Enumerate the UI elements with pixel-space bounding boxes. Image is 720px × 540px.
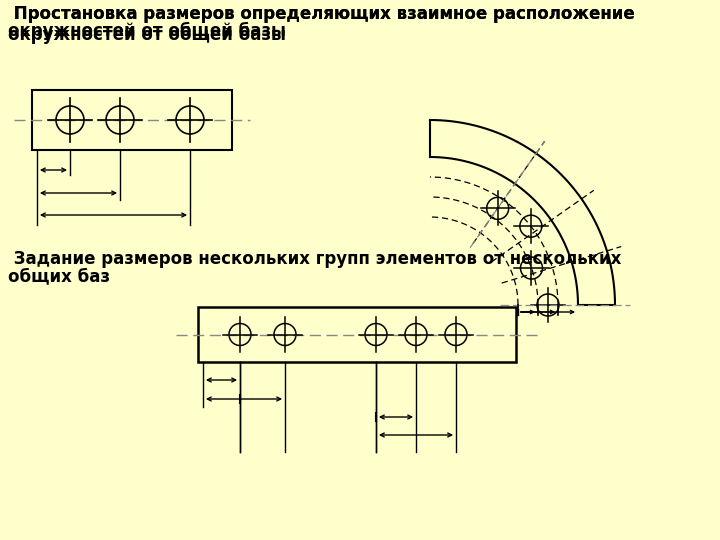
Bar [32, 90, 232, 150]
Text: Задание размеров нескольких групп элементов от нескольких: Задание размеров нескольких групп элемен… [8, 250, 621, 268]
Text: окружностей от общей базы: окружностей от общей базы [8, 22, 286, 40]
Text: Простановка размеров определяющих взаимное расположение окружностей от общей баз: Простановка размеров определяющих взаимн… [8, 5, 635, 44]
Text: Простановка размеров определяющих взаимное расположение: Простановка размеров определяющих взаимн… [8, 5, 635, 23]
Bar [198, 307, 516, 362]
Text: общих баз: общих баз [8, 267, 110, 285]
